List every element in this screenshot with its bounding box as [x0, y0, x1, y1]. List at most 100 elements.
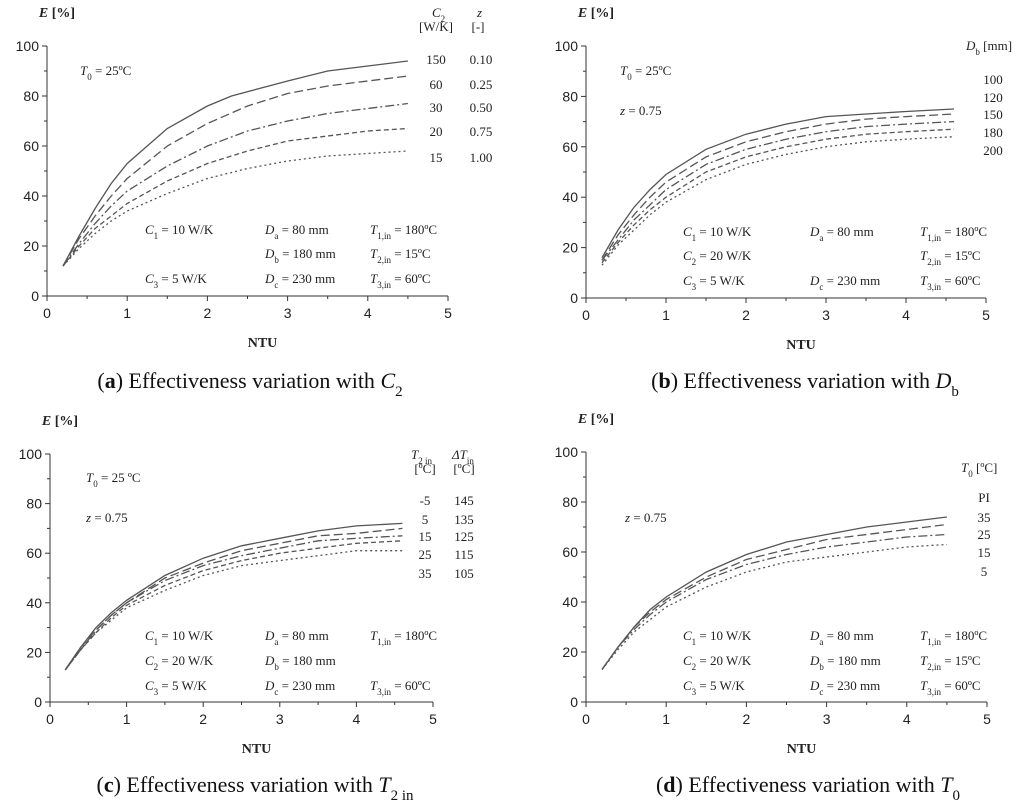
legend-label: 135: [454, 512, 474, 527]
legend-label: 15: [430, 150, 443, 165]
y-tick-label: 40: [23, 188, 39, 204]
y-tick-label: 80: [562, 88, 578, 104]
y-axis-label: E [%]: [577, 6, 614, 21]
x-tick-label: 2: [742, 307, 750, 323]
legend-label: 35: [978, 510, 991, 525]
legend-label: 0.10: [470, 52, 493, 67]
series-line-5: [601, 543, 947, 670]
x-tick-label: 0: [46, 711, 54, 727]
annotation-t3in: T3,in = 60ºC: [370, 271, 431, 290]
legend-label: 25: [978, 527, 991, 542]
legend-header-t0: T0 [ºC]: [961, 460, 997, 479]
annotation-c3: C3 = 5 W/K: [683, 273, 745, 292]
y-tick-label: 60: [26, 545, 42, 561]
x-tick-label: 5: [983, 711, 991, 727]
legend-label: 115: [454, 547, 473, 562]
x-axis-label: NTU: [248, 336, 278, 351]
annotation-t3in: T3,in = 60ºC: [920, 273, 981, 292]
y-tick-label: 80: [562, 494, 578, 510]
legend-label: 20: [430, 124, 443, 139]
x-axis-label: NTU: [787, 742, 817, 757]
y-axis-label: E [%]: [41, 414, 78, 429]
legend-label: 150: [983, 107, 1003, 122]
legend-label: 15: [419, 529, 432, 544]
series-line-100: [601, 108, 955, 259]
annotation-db: Db = 180 mm: [264, 246, 336, 265]
legend-label: 180: [983, 125, 1003, 140]
x-tick-label: 2: [204, 305, 212, 321]
legend-label: 150: [426, 52, 446, 67]
legend-label: 35: [419, 566, 432, 581]
annotation-c1: C1 = 10 W/K: [683, 628, 752, 647]
legend-header-unit: [ºC]: [414, 461, 435, 476]
y-tick-label: 20: [562, 644, 578, 660]
chart-panel-b: 0 20 40 60 80 100 0 1 2 3 4 5 E [%] NTU Db [mm] 100 120 1…: [555, 6, 1012, 353]
annotation-c2: C2 = 20 W/K: [683, 248, 752, 267]
annotation-da: Da = 80 mm: [809, 628, 874, 647]
annotation-z: z = 0.75: [619, 103, 662, 118]
x-tick-label: 5: [429, 711, 437, 727]
annotation-t2in: T2,in = 15ºC: [370, 246, 431, 265]
annotation-t1in: T1,in = 180ºC: [920, 628, 987, 647]
series-line-30: [62, 102, 408, 267]
x-tick-label: 1: [123, 711, 131, 727]
series-line-35: [601, 516, 947, 670]
y-tick-label: 0: [34, 694, 42, 710]
y-tick-label: 80: [23, 88, 39, 104]
annotation-t1in: T1,in = 180ºC: [370, 628, 437, 647]
annotation-da: Da = 80 mm: [809, 224, 874, 243]
annotation-t0: T0 = 25ºC: [80, 63, 131, 82]
x-tick-label: 5: [444, 305, 452, 321]
x-tick-label: 4: [903, 711, 911, 727]
series-line-180: [601, 128, 955, 264]
x-tick-label: 0: [582, 307, 590, 323]
annotation-t1in: T1,in = 180ºC: [370, 222, 437, 241]
chart-panel-d: 0 20 40 60 80 100 0 1 2 3 4 5 E [%] NTU T0 [ºC] PI 35 25 1…: [555, 412, 998, 757]
x-tick-label: 0: [582, 711, 590, 727]
legend-header-c2: C2: [432, 5, 445, 24]
annotation-z: z = 0.75: [624, 510, 667, 525]
annotation-c3: C3 = 5 W/K: [145, 678, 207, 697]
y-tick-label: 100: [19, 446, 43, 462]
series-line-150: [62, 60, 408, 267]
y-tick-label: 40: [26, 595, 42, 611]
y-tick-label: 40: [562, 189, 578, 205]
series-line-60: [62, 75, 408, 267]
x-tick-label: 4: [364, 305, 372, 321]
series-line-25: [64, 540, 403, 671]
legend-header-unit: [ºC]: [453, 461, 474, 476]
y-tick-label: 80: [26, 496, 42, 512]
x-tick-label: 1: [662, 307, 670, 323]
y-axis-label: E [%]: [38, 6, 75, 21]
x-tick-label: 1: [123, 305, 131, 321]
annotation-c2: C2 = 20 W/K: [683, 653, 752, 672]
annotation-z: z = 0.75: [85, 510, 128, 525]
annotation-da: Da = 80 mm: [264, 222, 329, 241]
y-tick-label: 0: [31, 288, 39, 304]
annotation-c1: C1 = 10 W/K: [145, 222, 214, 241]
legend-label: 30: [430, 100, 443, 115]
annotation-c2: C2 = 20 W/K: [145, 653, 214, 672]
caption-a: (a) Effectiveness variation with C2: [97, 368, 402, 400]
y-tick-label: 100: [555, 444, 579, 460]
legend-label: 145: [454, 493, 474, 508]
legend-header-t2in: T2 in: [411, 447, 432, 466]
legend-header-unit: [-]: [472, 19, 485, 34]
series-line-25: [601, 523, 947, 670]
annotation-da: Da = 80 mm: [264, 628, 329, 647]
series-line-15: [62, 150, 408, 267]
legend-label: 15: [978, 545, 991, 560]
y-tick-label: 20: [23, 238, 39, 254]
legend-label: 200: [983, 143, 1003, 158]
x-tick-label: 5: [982, 307, 990, 323]
annotation-c1: C1 = 10 W/K: [145, 628, 214, 647]
legend-label: 0.75: [470, 124, 493, 139]
caption-b: (b) Effectiveness variation with Db: [651, 368, 959, 400]
series-line-20: [62, 127, 408, 267]
legend-label: 25: [419, 547, 432, 562]
series-line-5: [64, 527, 403, 671]
annotation-c3: C3 = 5 W/K: [145, 271, 207, 290]
series-line-15: [601, 533, 947, 670]
